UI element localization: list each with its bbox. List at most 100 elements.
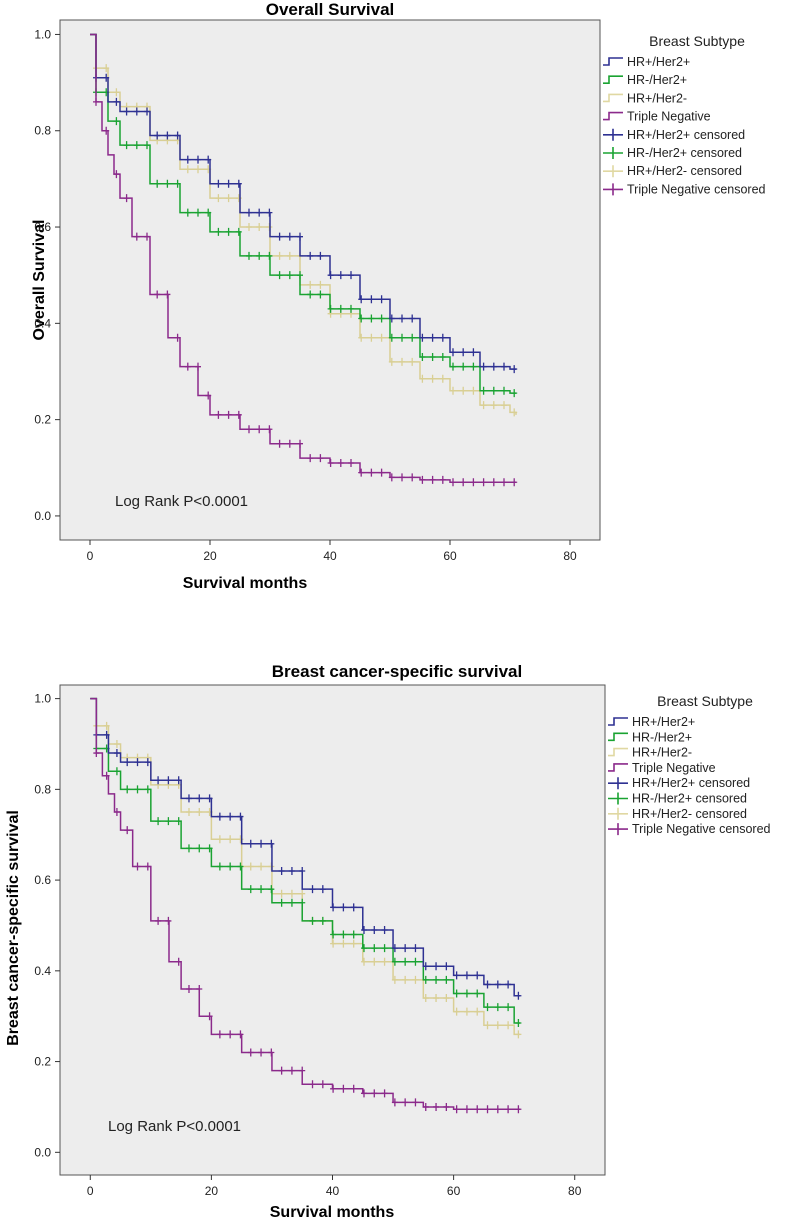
censor-mark [340,930,347,939]
censor-mark [185,794,192,803]
legend-item: HR+/Her2+ censored [603,128,745,142]
censor-mark [511,478,518,487]
censor-mark [388,333,395,342]
censor-mark [327,304,334,313]
censor-mark [124,826,131,835]
censor-mark [286,439,293,448]
censor-mark [154,179,161,188]
censor-mark [174,131,181,140]
censor-mark [494,980,501,989]
censor-marks [93,744,522,1028]
legend-item: HR+/Her2+ [608,715,695,729]
y-tick-label: 1.0 [34,27,51,41]
censor-marks [93,97,518,487]
censor-mark [103,126,110,135]
censor-mark [266,208,273,217]
censor-mark [412,957,419,966]
censor-mark [433,962,440,971]
censor-mark [501,386,507,395]
x-axis-label: Survival months [183,575,308,592]
censor-mark [246,223,252,232]
censor-mark [113,739,120,748]
censor-mark [515,1105,522,1114]
censor-mark [235,179,242,188]
y-tick-label: 0.4 [34,964,51,978]
censor-mark [501,401,507,410]
censor-mark [113,170,120,179]
y-axis-label: Breast cancer-specific survival [5,810,22,1046]
censor-mark [409,473,416,482]
censor-mark [235,410,242,419]
censor-mark [480,401,487,410]
censor-mark [103,73,110,82]
legend-step-symbol [603,111,623,121]
x-tick-label: 0 [87,549,94,563]
censor-mark [124,785,131,794]
censor-mark [268,839,275,848]
censor-mark [443,1102,450,1111]
censor-marks [93,88,518,398]
y-tick-label: 0.0 [34,509,51,523]
censor-mark [216,812,223,821]
censor-mark [216,835,223,844]
censor-mark [317,454,324,463]
legend-label: HR+/Her2+ [627,55,690,69]
censor-mark [256,223,263,232]
censor-mark [195,155,201,164]
censor-mark [133,232,140,241]
censor-mark [511,408,518,417]
y-tick-label: 0.4 [34,316,51,330]
censor-mark [103,721,110,730]
censor-mark [371,944,378,953]
censor-mark [258,1048,265,1057]
survival-curve-hr-her2- [90,697,521,1024]
censor-mark [144,107,150,116]
legend-title: Breast Subtype [649,33,745,49]
legend-step-symbol [608,747,628,757]
censor-mark [463,1007,470,1016]
censor-mark [515,991,522,1000]
censor-marks [93,73,518,374]
censor-mark [196,794,203,803]
censor-mark [399,314,405,323]
censor-mark [205,208,212,217]
censor-mark [348,304,354,313]
censor-mark [307,280,314,289]
censor-mark [474,1007,481,1016]
censor-mark [368,295,375,304]
legend-item: HR+/Her2- censored [603,164,742,178]
censor-mark [276,271,283,280]
censor-mark [113,88,120,97]
censor-mark [123,141,130,150]
censor-mark [422,975,429,984]
censor-mark [470,386,477,395]
censor-mark [337,271,344,280]
censor-mark [266,425,273,434]
censor-mark [419,475,426,484]
censor-mark [164,179,171,188]
x-tick-label: 60 [447,1184,461,1198]
censor-mark [319,916,326,925]
legend-label: Triple Negative censored [632,822,771,836]
censor-mark [381,944,388,953]
x-tick-label: 80 [568,1184,582,1198]
censor-mark [433,994,440,1003]
censor-mark [443,994,450,1003]
censor-mark [505,1105,512,1114]
legend-plus-symbol [603,183,623,196]
censor-mark [297,232,303,241]
censor-mark [175,776,182,785]
legend-plus-symbol [608,792,628,805]
censor-mark [286,271,293,280]
censor-mark [474,971,481,980]
legend-step-symbol [603,93,623,103]
censor-mark [480,386,487,395]
censor-mark [402,975,409,984]
censor-mark [368,333,375,342]
censor-mark [330,1084,337,1093]
legend-item: HR+/Her2+ censored [608,776,750,790]
x-axis-label: Survival months [270,1204,395,1218]
censor-mark [371,1089,378,1098]
censor-mark [460,386,467,395]
censor-mark [278,889,285,898]
